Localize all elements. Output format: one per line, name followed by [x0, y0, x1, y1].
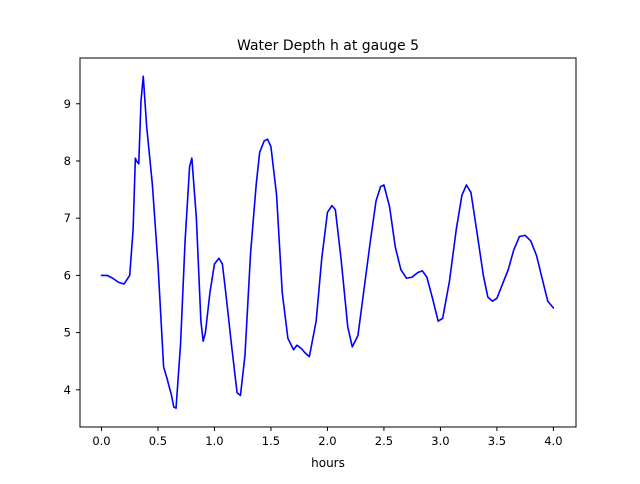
y-tick-label: 9: [64, 97, 71, 111]
x-tick-label: 0.0: [92, 434, 110, 448]
x-tick-label: 1.0: [205, 434, 223, 448]
x-tick-label: 0.5: [149, 434, 167, 448]
y-tick-label: 5: [64, 326, 71, 340]
plot-area: [100, 75, 555, 409]
y-tick-label: 7: [64, 211, 71, 225]
x-tick-label: 3.5: [488, 434, 506, 448]
x-tick-label: 1.5: [262, 434, 280, 448]
x-tick-label: 2.0: [318, 434, 336, 448]
y-tick-label: 8: [64, 154, 71, 168]
plot-frame: [79, 57, 577, 428]
x-axis-label: hours: [311, 456, 345, 470]
x-tick-label: 3.0: [431, 434, 449, 448]
axes: 0.0 0.5 1.0 1.5 2.0 2.5 3.0 3.5 4.0 4 5 6 7 8 9: [64, 57, 577, 448]
x-tick-label: 2.5: [375, 434, 393, 448]
series-line-1: [100, 75, 555, 409]
x-tick-label: 4.0: [544, 434, 562, 448]
chart-title: Water Depth h at gauge 5: [237, 38, 419, 54]
y-tick-label: 6: [64, 268, 71, 282]
y-tick-label: 4: [64, 383, 71, 397]
